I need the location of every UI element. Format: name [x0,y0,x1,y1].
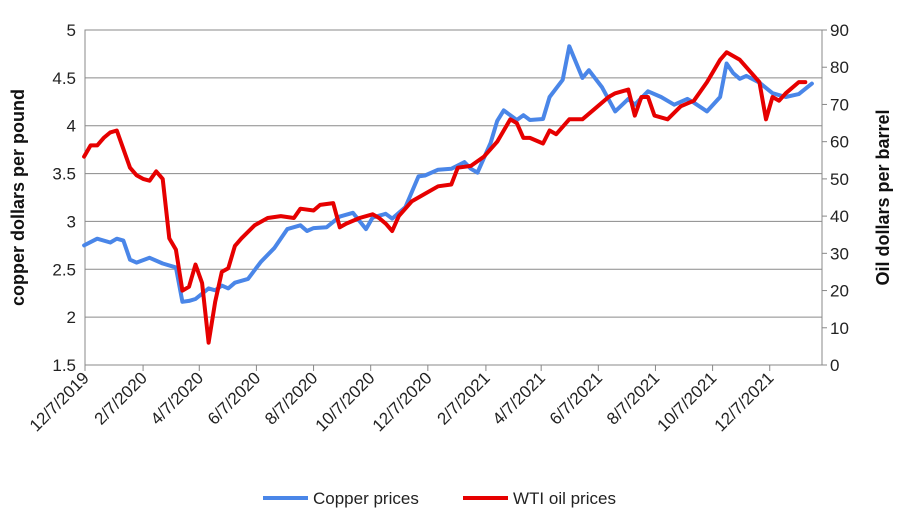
x-tick-label: 10/7/2020 [312,368,379,435]
x-tick-label: 12/7/2020 [369,368,436,435]
left-tick-label: 4.5 [52,69,76,88]
right-axis-ticks: 0 10 20 30 40 50 60 70 80 90 [822,21,849,375]
left-axis-ticks: 1.5 2 2.5 3 3.5 4 4.5 5 [52,21,76,375]
x-tick-label: 10/7/2021 [654,368,721,435]
plot-frame [84,29,823,366]
copper-prices-line [82,44,814,304]
x-tick-label: 8/7/2021 [603,368,663,428]
x-tick-label: 12/7/2021 [711,368,778,435]
x-tick-label: 2/7/2020 [91,368,151,428]
series-lines [82,44,814,345]
x-axis-ticks: 12/7/20192/7/20204/7/20206/7/20208/7/202… [26,365,778,435]
left-tick-label: 2.5 [52,260,76,279]
left-tick-label: 3.5 [52,165,76,184]
left-tick-label: 4 [67,117,76,136]
left-axis-title: copper dollars per pound [8,89,28,306]
right-tick-label: 0 [830,356,839,375]
right-tick-label: 20 [830,282,849,301]
left-tick-label: 3 [67,212,76,231]
right-tick-label: 10 [830,319,849,338]
grid-lines [85,77,822,318]
left-tick-label: 2 [67,308,76,327]
right-axis-title: Oil dollars per barrel [873,109,893,285]
x-tick-label: 4/7/2021 [489,368,549,428]
x-tick-label: 6/7/2021 [546,368,606,428]
wti-oil-prices-line [82,50,808,345]
x-tick-label: 8/7/2020 [261,368,321,428]
right-tick-label: 60 [830,133,849,152]
legend: Copper prices WTI oil prices [263,489,616,508]
right-tick-label: 90 [830,21,849,40]
left-tick-label: 5 [67,21,76,40]
right-tick-label: 80 [830,58,849,77]
right-tick-label: 30 [830,244,849,263]
legend-label: WTI oil prices [513,489,616,508]
left-tick-label: 1.5 [52,356,76,375]
legend-label: Copper prices [313,489,419,508]
right-tick-label: 50 [830,170,849,189]
x-tick-label: 2/7/2021 [434,368,494,428]
x-tick-label: 6/7/2020 [204,368,264,428]
x-tick-label: 4/7/2020 [147,368,207,428]
right-tick-label: 40 [830,207,849,226]
right-tick-label: 70 [830,95,849,114]
x-tick-label: 12/7/2019 [26,368,93,435]
